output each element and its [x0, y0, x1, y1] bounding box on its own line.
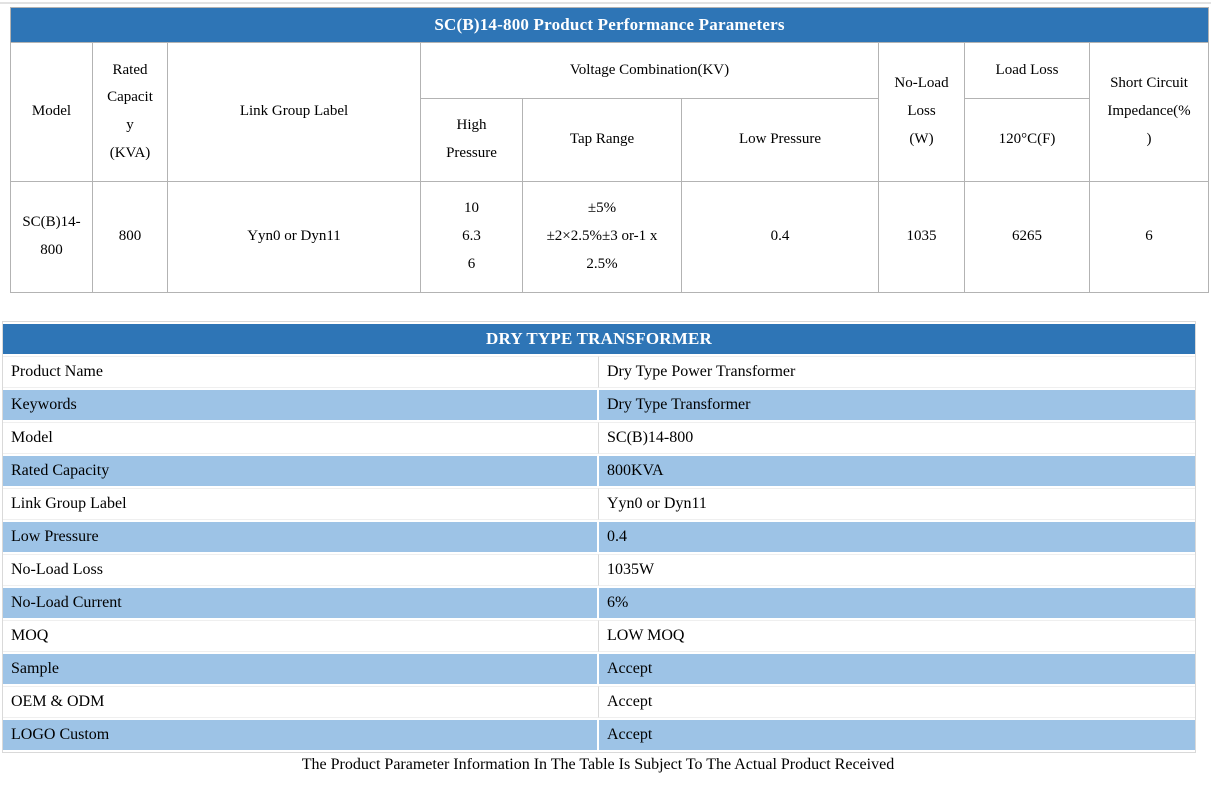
table-row: Link Group Label Yyn0 or Dyn11: [3, 488, 1195, 520]
table-row: No-Load Current 6%: [3, 588, 1195, 618]
spec-row-value: Dry Type Transformer: [599, 390, 1195, 420]
spec-row-label: Link Group Label: [3, 488, 599, 520]
dry-type-transformer-table: DRY TYPE TRANSFORMER Product Name Dry Ty…: [2, 321, 1196, 753]
table-row: Low Pressure 0.4: [3, 522, 1195, 552]
header-short-circuit-impedance: Short Circuit Impedance(% ): [1088, 42, 1210, 182]
spec-row-value: Accept: [599, 686, 1195, 718]
header-load-loss-condition: 120°C(F): [964, 98, 1090, 182]
header-tap-range: Tap Range: [522, 98, 682, 182]
table-row: Product Name Dry Type Power Transformer: [3, 356, 1195, 388]
performance-table-title: SC(B)14-800 Product Performance Paramete…: [9, 7, 1210, 43]
table-row: Sample Accept: [3, 654, 1195, 684]
header-low-pressure: Low Pressure: [681, 98, 879, 182]
header-link-group-label: Link Group Label: [167, 42, 421, 182]
table-row: Model SC(B)14-800: [3, 422, 1195, 454]
spec-row-label: MOQ: [3, 620, 599, 652]
table-row: Keywords Dry Type Transformer: [3, 390, 1195, 420]
cell-rated-capacity: 800: [92, 181, 168, 293]
header-high-pressure: High Pressure: [420, 98, 523, 182]
cell-model: SC(B)14- 800: [10, 181, 93, 293]
spec-row-value: Accept: [599, 654, 1195, 684]
header-model: Model: [10, 42, 93, 182]
spec-row-value: 1035W: [599, 554, 1195, 586]
spec-row-label: No-Load Loss: [3, 554, 599, 586]
spec-row-value: Accept: [599, 720, 1195, 750]
table-row: MOQ LOW MOQ: [3, 620, 1195, 652]
spec-row-label: Keywords: [3, 390, 599, 420]
spec-row-label: Product Name: [3, 356, 599, 388]
spec-row-value: Dry Type Power Transformer: [599, 356, 1195, 388]
table-row: No-Load Loss 1035W: [3, 554, 1195, 586]
spec-row-label: LOGO Custom: [3, 720, 599, 750]
spec-row-label: OEM & ODM: [3, 686, 599, 718]
cell-short-circuit-impedance: 6: [1088, 181, 1210, 293]
table-row: Rated Capacity 800KVA: [3, 456, 1195, 486]
table-footnote: The Product Parameter Information In The…: [301, 756, 895, 773]
spec-row-label: No-Load Current: [3, 588, 599, 618]
performance-parameters-table: SC(B)14-800 Product Performance Paramete…: [9, 7, 1210, 293]
spec-row-label: Rated Capacity: [3, 456, 599, 486]
spec-row-value: 6%: [599, 588, 1195, 618]
table-row: LOGO Custom Accept: [3, 720, 1195, 750]
table-row: OEM & ODM Accept: [3, 686, 1195, 718]
cell-high-pressure: 10 6.3 6: [420, 181, 523, 293]
cell-tap-range: ±5% ±2×2.5%±3 or-1 x 2.5%: [522, 181, 682, 293]
spec-row-label: Sample: [3, 654, 599, 684]
header-no-load-loss: No-Load Loss (W): [878, 42, 965, 182]
spec-row-label: Model: [3, 422, 599, 454]
spec-row-value: LOW MOQ: [599, 620, 1195, 652]
header-rated-capacity: Rated Capacit y (KVA): [92, 42, 168, 182]
spec-row-value: 0.4: [599, 522, 1195, 552]
spec-row-value: SC(B)14-800: [599, 422, 1195, 454]
cell-link-group-label: Yyn0 or Dyn11: [167, 181, 421, 293]
spec-table-title: DRY TYPE TRANSFORMER: [3, 324, 1195, 354]
cell-no-load-loss: 1035: [878, 181, 965, 293]
spec-row-value: Yyn0 or Dyn11: [599, 488, 1195, 520]
spec-row-value: 800KVA: [599, 456, 1195, 486]
spec-row-label: Low Pressure: [3, 522, 599, 552]
cell-low-pressure: 0.4: [681, 181, 879, 293]
performance-data-row: SC(B)14- 800 800 Yyn0 or Dyn11 10 6.3 6 …: [10, 181, 1210, 293]
cell-load-loss: 6265: [964, 181, 1090, 293]
header-voltage-combination: Voltage Combination(KV): [420, 42, 879, 99]
top-divider-line: [0, 2, 1211, 4]
header-load-loss: Load Loss: [964, 42, 1090, 99]
